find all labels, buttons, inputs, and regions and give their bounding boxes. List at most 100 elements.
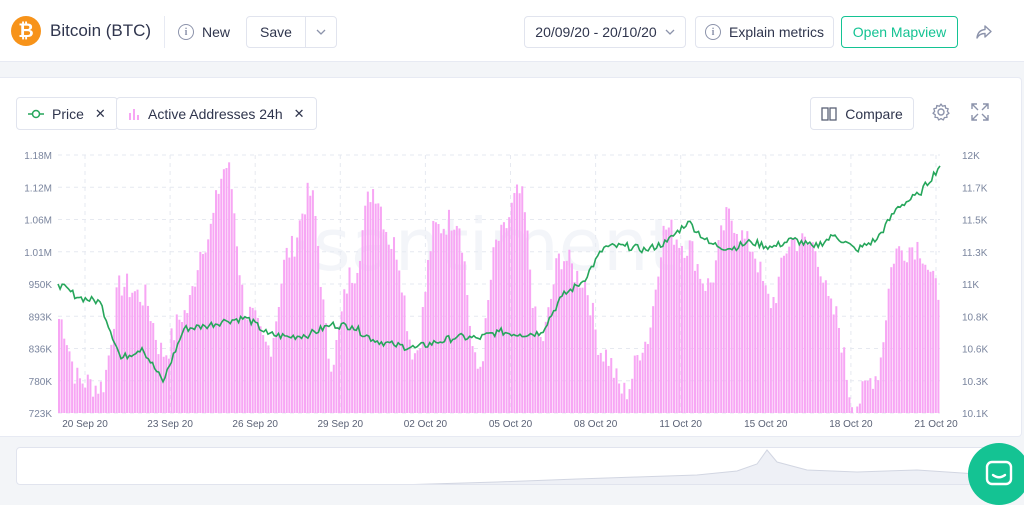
bar [262, 335, 265, 413]
bar [301, 213, 304, 413]
bar [235, 246, 238, 413]
bar [898, 246, 901, 413]
bar [811, 242, 814, 413]
bar [576, 270, 579, 413]
new-button[interactable]: i New [178, 18, 230, 46]
left-axis: 1.18M 1.12M 1.06M 1.01M 950K 893K 836K 780K 723K [24, 151, 52, 420]
bar [704, 290, 707, 413]
close-icon[interactable]: ✕ [94, 105, 106, 121]
bar [665, 229, 668, 413]
chat-button[interactable] [968, 443, 1024, 505]
top-bar: ₿ Bitcoin (BTC) i New Save 20/09/20 - 20… [0, 0, 1024, 62]
metric-chip-price[interactable]: Price ✕ [16, 97, 118, 130]
save-button[interactable]: Save [247, 17, 306, 47]
bar [390, 248, 393, 413]
bar [471, 346, 474, 413]
bar [361, 230, 364, 413]
bar [468, 325, 471, 413]
metric-chip-label: Price [52, 105, 84, 122]
bar [476, 368, 479, 413]
bar [421, 307, 424, 413]
bar [631, 378, 634, 413]
date-range-picker[interactable]: 20/09/20 - 20/10/20 [524, 16, 686, 48]
bar [149, 321, 152, 413]
bar [801, 233, 804, 413]
bar [461, 252, 464, 413]
bar [296, 237, 299, 413]
bar [267, 345, 270, 413]
bar [573, 281, 576, 413]
bar [319, 286, 322, 413]
bar [767, 293, 770, 413]
bar [686, 255, 689, 413]
bar [453, 229, 456, 413]
bar [756, 272, 759, 413]
bar [340, 311, 343, 413]
fullscreen-icon[interactable] [970, 102, 990, 122]
bar [492, 247, 495, 413]
right-axis-tick: 10.6K [962, 345, 988, 356]
bar [115, 287, 118, 413]
bar [513, 193, 516, 413]
bitcoin-icon: ₿ [11, 16, 41, 46]
bar [536, 334, 539, 413]
bar [510, 202, 513, 413]
bar [696, 264, 699, 413]
chart[interactable]: ·santiment· 1.18M 1.12M 1.06M 1.01M 950K 893K… [0, 140, 1024, 435]
bar [790, 238, 793, 413]
bar [474, 352, 477, 413]
bar [866, 380, 869, 413]
bar [741, 230, 744, 413]
bar [662, 225, 665, 413]
bar [557, 253, 560, 413]
bar [181, 322, 184, 413]
save-dropdown-button[interactable] [306, 17, 336, 47]
open-mapview-button[interactable]: Open Mapview [841, 16, 958, 48]
bar [932, 270, 935, 413]
x-axis-tick: 21 Oct 20 [914, 419, 958, 430]
explain-metrics-button[interactable]: i Explain metrics [695, 16, 834, 48]
bar [256, 317, 259, 413]
bar [830, 298, 833, 413]
bar [304, 214, 307, 413]
bar [68, 351, 71, 413]
gear-icon[interactable] [931, 102, 951, 122]
bar [332, 364, 335, 413]
bar [437, 224, 440, 413]
bar [516, 184, 519, 413]
bar [188, 295, 191, 413]
bar [348, 267, 351, 413]
bar [717, 240, 720, 413]
bar [393, 237, 396, 413]
bar [225, 168, 228, 413]
bar [563, 261, 566, 413]
bar [845, 379, 848, 413]
bar [586, 295, 589, 413]
right-axis: 12K 11.7K 11.5K 11.3K 11K 10.8K 10.6K 10.3K 10.1… [962, 151, 988, 420]
bar [934, 278, 937, 413]
left-axis-tick: 780K [29, 377, 53, 388]
info-icon: i [178, 24, 194, 40]
bar [633, 355, 636, 413]
share-icon[interactable] [974, 22, 994, 42]
bar [879, 357, 882, 413]
bar [215, 190, 218, 413]
bar [777, 276, 780, 413]
bar [646, 344, 649, 413]
bar [610, 358, 613, 413]
bar [803, 236, 806, 413]
compare-button[interactable]: Compare [810, 97, 914, 130]
bar [141, 305, 144, 413]
bar [814, 251, 817, 413]
close-icon[interactable]: ✕ [293, 105, 305, 121]
metric-chip-active-addresses[interactable]: Active Addresses 24h ✕ [116, 97, 317, 130]
bar [196, 270, 199, 413]
bar [824, 280, 827, 413]
bar [877, 380, 880, 413]
bar [623, 382, 626, 413]
chart-navigator[interactable] [16, 447, 1016, 485]
bar [424, 291, 427, 413]
bar [194, 286, 197, 413]
bar [275, 321, 278, 413]
bar [754, 258, 757, 413]
